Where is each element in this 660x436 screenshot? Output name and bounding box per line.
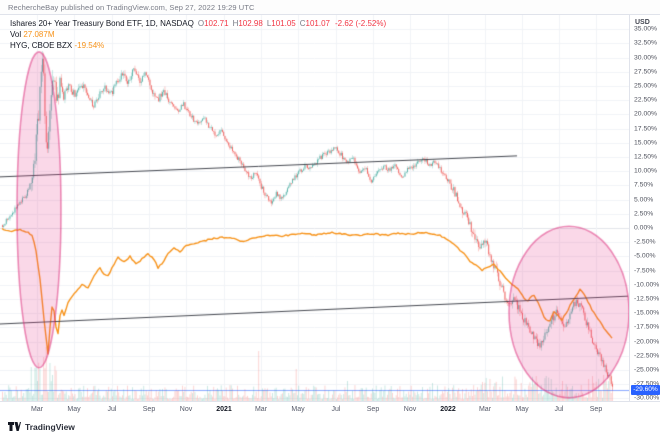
price-tick-label: -15.00%: [634, 309, 660, 317]
price-tick-label: 30.00%: [634, 54, 658, 62]
publish-header: RechercheBay published on TradingView.co…: [0, 0, 660, 14]
price-tick-label: -5.00%: [634, 252, 656, 260]
time-tick-year: 2021: [216, 406, 232, 413]
time-tick-month: May: [291, 406, 305, 413]
price-tick-label: 25.00%: [634, 82, 658, 90]
price-tick-label: 35.00%: [634, 25, 658, 33]
price-tick-label: -17.50%: [634, 323, 660, 331]
ohlc-value: 101.07: [305, 19, 330, 28]
price-tick-label: -10.00%: [634, 281, 660, 289]
price-tick-label: 27.50%: [634, 68, 658, 76]
time-tick-month: Nov: [179, 406, 193, 413]
time-tick-month: Jul: [554, 406, 564, 413]
symbol-title[interactable]: Ishares 20+ Year Treasury Bond ETF, 1D, …: [10, 19, 194, 28]
time-tick-month: Sep: [142, 406, 156, 413]
time-tick-month: Mar: [478, 406, 492, 413]
time-axis[interactable]: Mar May Jul Sep Nov 2021 Mar May Jul Sep Nov 2022 Ma…: [0, 401, 660, 419]
compare-symbol-title[interactable]: HYG, CBOE BZX: [10, 41, 73, 50]
chart-frame: Ishares 20+ Year Treasury Bond ETF, 1D, …: [0, 14, 660, 419]
price-tick-label: 15.00%: [634, 139, 658, 147]
price-tick-label: 17.50%: [634, 125, 658, 133]
tradingview-wordmark[interactable]: TradingView: [25, 421, 75, 432]
time-tick-month: Nov: [403, 406, 417, 413]
price-chart-canvas[interactable]: [0, 15, 629, 401]
price-tick-label: -20.00%: [634, 338, 660, 346]
price-tick-label: 20.00%: [634, 110, 658, 118]
time-tick-month: May: [515, 406, 529, 413]
ohlc-key: L: [266, 19, 272, 28]
price-tick-label: -7.50%: [634, 267, 656, 275]
ohlc-value: 102.71: [204, 19, 229, 28]
time-tick-month: May: [67, 406, 81, 413]
price-tick-label: -2.50%: [634, 238, 656, 246]
current-price-badge: -29.60%: [631, 385, 660, 396]
ohlc-key: O: [197, 19, 205, 28]
price-tick-label: 12.50%: [634, 153, 658, 161]
change-value: -2.62 (-2.52%): [335, 19, 387, 28]
tradingview-logo-icon[interactable]: [8, 422, 21, 431]
volume-value: 27.087M: [23, 30, 55, 39]
price-tick-label: 32.50%: [634, 39, 658, 47]
ohlc-key: H: [232, 19, 239, 28]
time-tick-month: Jul: [107, 406, 117, 413]
volume-label[interactable]: Vol: [10, 30, 22, 39]
ohlc-value: 102.98: [238, 19, 263, 28]
currency-label: USD: [635, 19, 650, 26]
price-tick-label: 22.50%: [634, 96, 658, 104]
price-tick-label: -22.50%: [634, 352, 660, 360]
legend-compare-row: HYG, CBOE BZX -19.54%: [10, 40, 386, 51]
price-tick-label: 7.50%: [634, 181, 654, 189]
time-tick-month: Jul: [331, 406, 341, 413]
legend-volume-row: Vol 27.087M: [10, 29, 386, 40]
price-tick-label: -30.00%: [634, 394, 660, 402]
price-tick-label: -27.50%: [634, 380, 660, 388]
price-tick-label: 5.00%: [634, 196, 654, 204]
compare-value: -19.54%: [74, 41, 105, 50]
time-tick-month: Mar: [30, 406, 44, 413]
time-tick-month: Sep: [589, 406, 603, 413]
time-tick-month: Mar: [254, 406, 268, 413]
price-tick-label: -12.50%: [634, 295, 660, 303]
legend-symbol-row: Ishares 20+ Year Treasury Bond ETF, 1D, …: [10, 18, 386, 29]
chart-legend: Ishares 20+ Year Treasury Bond ETF, 1D, …: [10, 18, 386, 51]
price-tick-label: 10.00%: [634, 167, 658, 175]
price-tick-label: 2.50%: [634, 210, 654, 218]
time-tick-month: Sep: [366, 406, 380, 413]
price-tick-label: -25.00%: [634, 366, 660, 374]
price-axis[interactable]: USD 35.00% 32.50% 30.00% 27.50% 25.00% 22.50%…: [629, 15, 660, 402]
time-tick-year: 2022: [440, 406, 456, 413]
ohlc-value: 101.05: [271, 19, 296, 28]
price-tick-label: 0.00%: [634, 224, 654, 232]
publish-line: RechercheBay published on TradingView.co…: [8, 3, 255, 12]
ohlc-values: O102.71 H102.98 L101.05 C101.07: [194, 19, 330, 28]
footer-bar: TradingView: [0, 417, 660, 436]
ohlc-key: C: [299, 19, 306, 28]
